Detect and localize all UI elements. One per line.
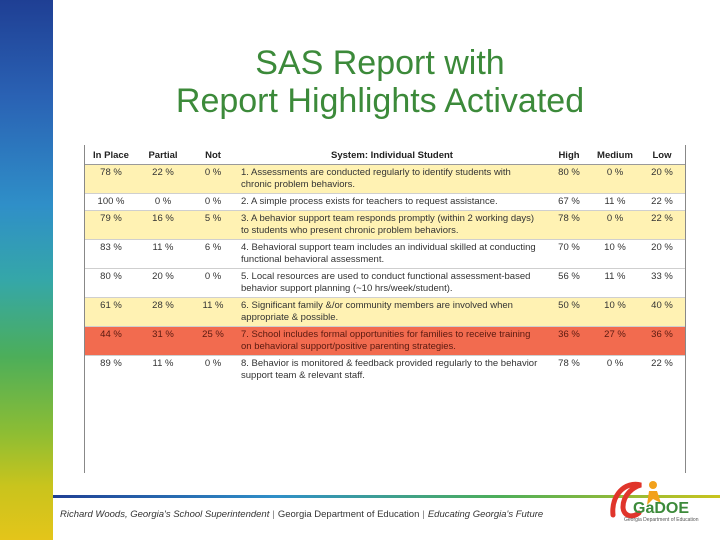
table-left-border xyxy=(84,145,85,473)
table-row[interactable]: 44 % 31 % 25 % 7. School includes formal… xyxy=(85,326,685,356)
cell-low: 22 % xyxy=(639,355,685,384)
slide-title: SAS Report with Report Highlights Activa… xyxy=(100,44,660,120)
cell-partial: 22 % xyxy=(137,164,189,194)
table-row[interactable]: 78 % 22 % 0 % 1. Assessments are conduct… xyxy=(85,164,685,194)
cell-high: 50 % xyxy=(547,297,591,327)
cell-system: 5. Local resources are used to conduct f… xyxy=(237,268,547,298)
footer-department: Georgia Department of Education xyxy=(277,509,420,520)
cell-low: 36 % xyxy=(639,326,685,356)
cell-medium: 0 % xyxy=(591,210,639,240)
cell-in-place: 78 % xyxy=(85,164,137,194)
col-header-partial[interactable]: Partial xyxy=(137,147,189,165)
logo-swoosh xyxy=(610,481,642,519)
header-row: In Place Partial Not System: Individual … xyxy=(85,147,685,165)
cell-not: 0 % xyxy=(189,164,237,194)
cell-medium: 10 % xyxy=(591,297,639,327)
cell-system: 1. Assessments are conducted regularly t… xyxy=(237,164,547,194)
cell-in-place: 79 % xyxy=(85,210,137,240)
cell-in-place: 89 % xyxy=(85,355,137,384)
cell-in-place: 80 % xyxy=(85,268,137,298)
table-row[interactable]: 80 % 20 % 0 % 5. Local resources are use… xyxy=(85,268,685,298)
cell-high: 78 % xyxy=(547,355,591,384)
cell-medium: 0 % xyxy=(591,164,639,194)
cell-system: 6. Significant family &/or community mem… xyxy=(237,297,547,327)
cell-not: 0 % xyxy=(189,268,237,298)
cell-in-place: 61 % xyxy=(85,297,137,327)
cell-high: 78 % xyxy=(547,210,591,240)
cell-not: 11 % xyxy=(189,297,237,327)
cell-system: 8. Behavior is monitored & feedback prov… xyxy=(237,355,547,384)
cell-not: 5 % xyxy=(189,210,237,240)
footer-separator: | xyxy=(272,509,275,520)
footer-separator-2: | xyxy=(422,509,425,520)
cell-not: 0 % xyxy=(189,193,237,211)
cell-high: 67 % xyxy=(547,193,591,211)
footer: Richard Woods, Georgia's School Superint… xyxy=(60,509,543,520)
cell-medium: 11 % xyxy=(591,268,639,298)
title-line-2: Report Highlights Activated xyxy=(175,82,585,120)
cell-high: 70 % xyxy=(547,239,591,269)
cell-partial: 11 % xyxy=(137,355,189,384)
footer-motto: Educating Georgia's Future xyxy=(427,509,544,520)
cell-system: 2. A simple process exists for teachers … xyxy=(237,193,547,211)
left-gradient-bar xyxy=(0,0,53,540)
cell-low: 33 % xyxy=(639,268,685,298)
cell-medium: 11 % xyxy=(591,193,639,211)
cell-partial: 28 % xyxy=(137,297,189,327)
col-header-low[interactable]: Low xyxy=(639,147,685,165)
cell-partial: 31 % xyxy=(137,326,189,356)
cell-not: 0 % xyxy=(189,355,237,384)
cell-low: 40 % xyxy=(639,297,685,327)
col-header-high[interactable]: High xyxy=(547,147,591,165)
col-header-not[interactable]: Not xyxy=(189,147,237,165)
cell-low: 22 % xyxy=(639,193,685,211)
cell-low: 22 % xyxy=(639,210,685,240)
title-line-1: SAS Report with xyxy=(255,44,505,82)
cell-system: 7. School includes formal opportunities … xyxy=(237,326,547,356)
col-header-system[interactable]: System: Individual Student xyxy=(237,147,547,165)
logo-figure-head xyxy=(649,481,657,489)
footer-superintendent: Richard Woods, Georgia's School Superint… xyxy=(60,509,270,520)
logo-figure xyxy=(647,491,661,505)
cell-not: 6 % xyxy=(189,239,237,269)
sas-report-table: In Place Partial Not System: Individual … xyxy=(85,147,685,384)
logo-subtext: Georgia Department of Education xyxy=(624,517,699,523)
cell-high: 56 % xyxy=(547,268,591,298)
cell-high: 36 % xyxy=(547,326,591,356)
table-row[interactable]: 61 % 28 % 11 % 6. Significant family &/o… xyxy=(85,297,685,327)
cell-system: 4. Behavioral support team includes an i… xyxy=(237,239,547,269)
cell-partial: 0 % xyxy=(137,193,189,211)
cell-not: 25 % xyxy=(189,326,237,356)
gadoe-logo: GaDOE xyxy=(610,481,689,519)
logo-wordmark: GaDOE xyxy=(633,500,689,517)
cell-medium: 10 % xyxy=(591,239,639,269)
cell-low: 20 % xyxy=(639,164,685,194)
cell-medium: 27 % xyxy=(591,326,639,356)
cell-low: 20 % xyxy=(639,239,685,269)
cell-in-place: 44 % xyxy=(85,326,137,356)
table-row[interactable]: 79 % 16 % 5 % 3. A behavior support team… xyxy=(85,210,685,240)
cell-medium: 0 % xyxy=(591,355,639,384)
cell-high: 80 % xyxy=(547,164,591,194)
cell-partial: 20 % xyxy=(137,268,189,298)
cell-system: 3. A behavior support team responds prom… xyxy=(237,210,547,240)
col-header-medium[interactable]: Medium xyxy=(591,147,639,165)
cell-in-place: 100 % xyxy=(85,193,137,211)
cell-partial: 16 % xyxy=(137,210,189,240)
table-row[interactable]: 89 % 11 % 0 % 8. Behavior is monitored &… xyxy=(85,355,685,384)
footer-divider xyxy=(53,495,720,498)
table-row[interactable]: 100 % 0 % 0 % 2. A simple process exists… xyxy=(85,193,685,211)
cell-in-place: 83 % xyxy=(85,239,137,269)
cell-partial: 11 % xyxy=(137,239,189,269)
col-header-in-place[interactable]: In Place xyxy=(85,147,137,165)
table-row[interactable]: 83 % 11 % 6 % 4. Behavioral support team… xyxy=(85,239,685,269)
sas-report-table-container: In Place Partial Not System: Individual … xyxy=(85,147,685,473)
table-right-border xyxy=(685,145,686,473)
